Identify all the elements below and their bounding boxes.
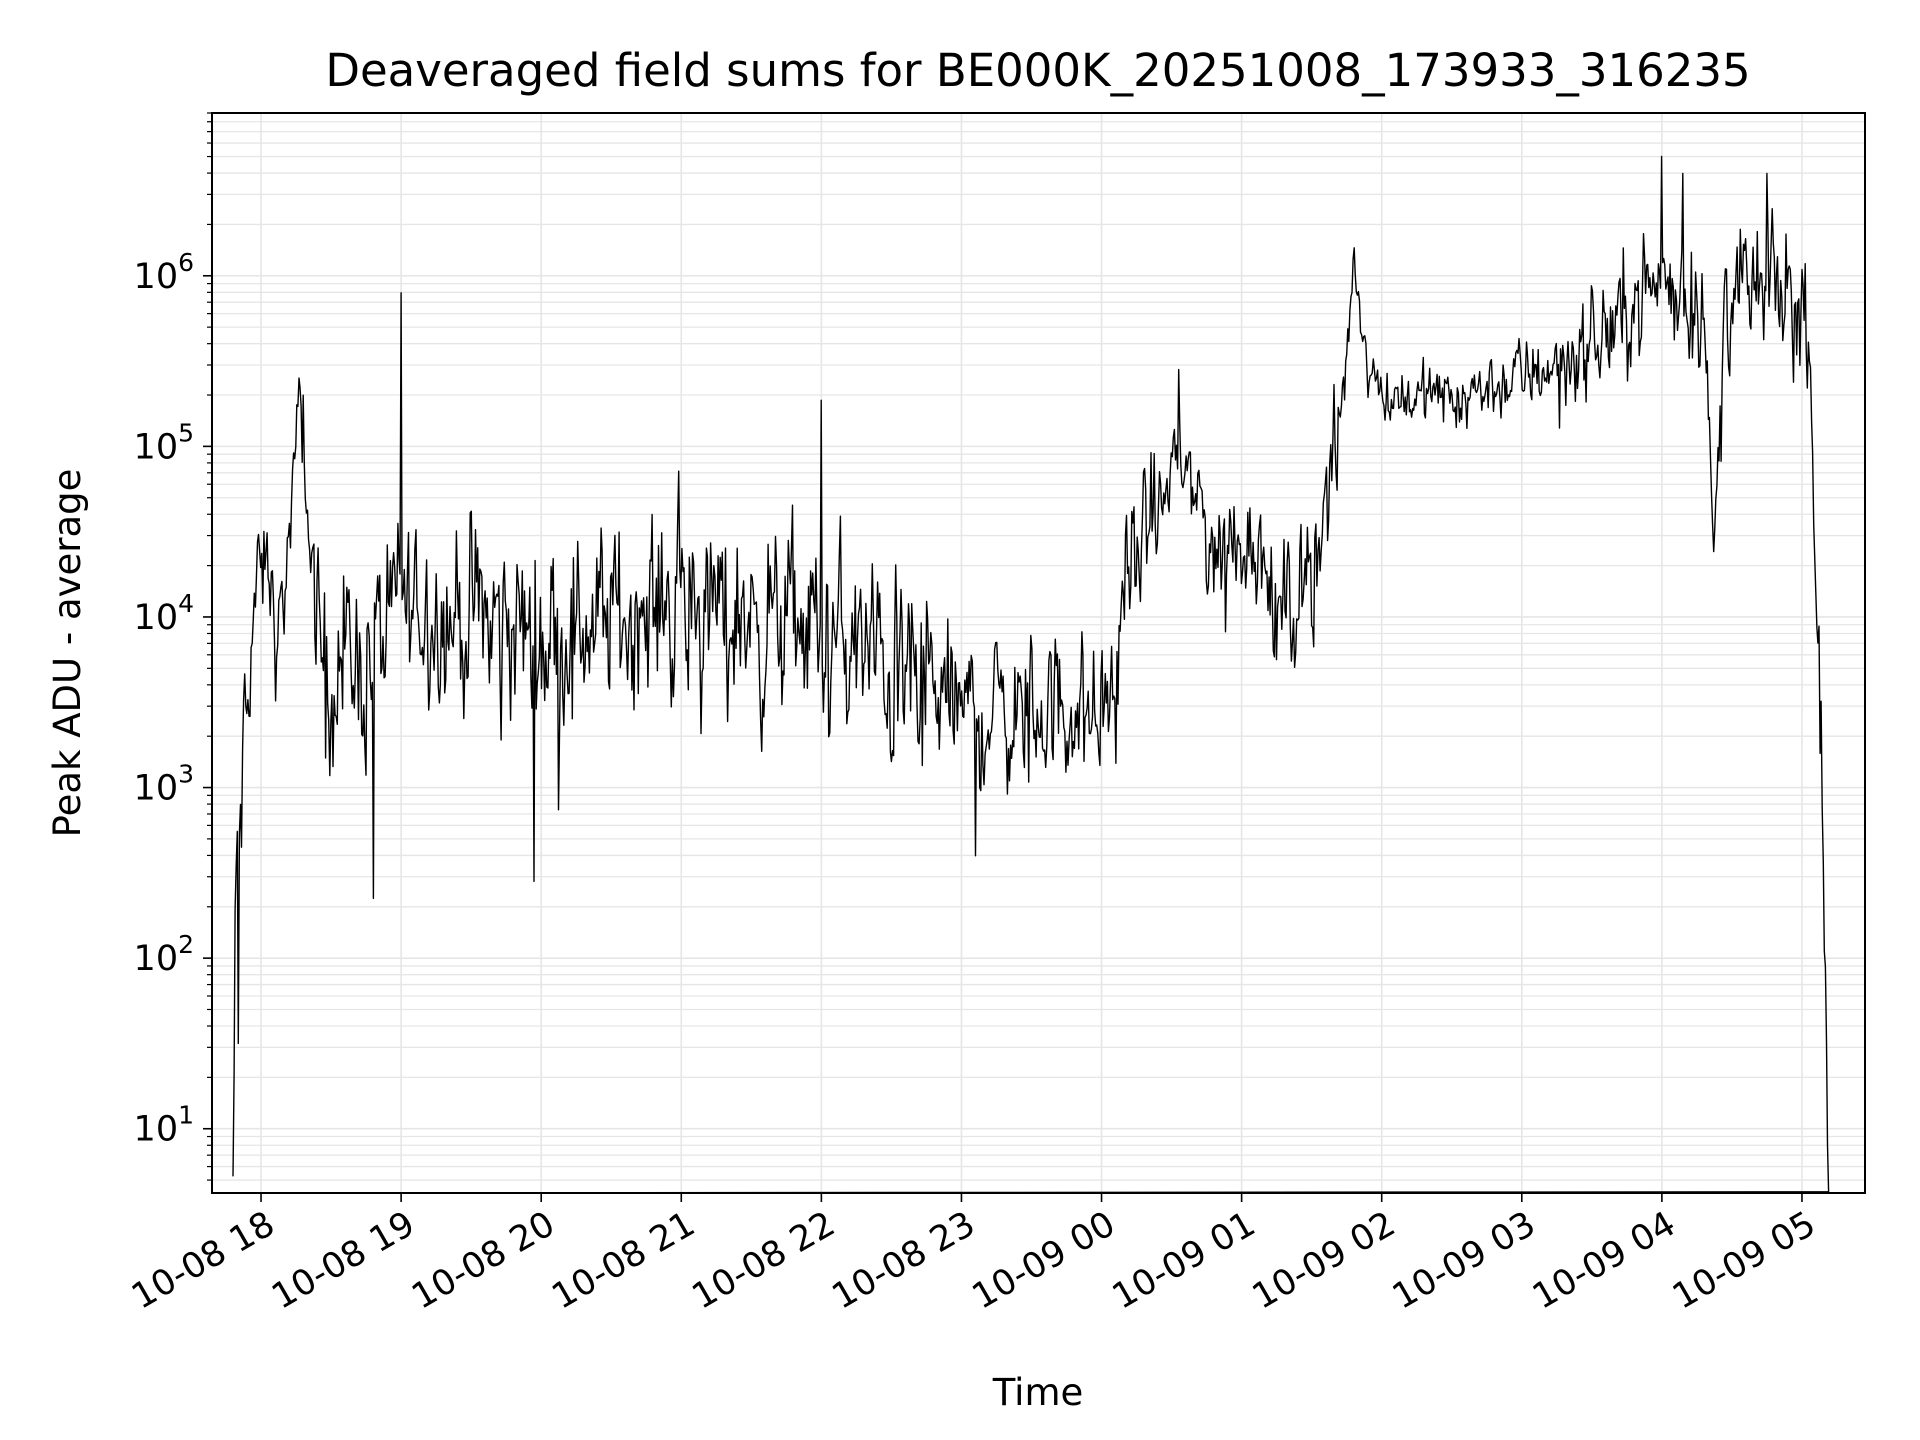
major-grid xyxy=(212,113,1865,1193)
data-series-line xyxy=(232,155,1830,1193)
y-axis: 101 102 103 104 105 106 xyxy=(134,112,212,1181)
plot-frame xyxy=(211,112,1866,1194)
x-axis-title: Time xyxy=(992,1371,1084,1414)
y-tick-label: 106 xyxy=(134,248,194,297)
plot-area xyxy=(232,155,1830,1193)
y-tick-label: 104 xyxy=(134,589,194,638)
minor-grid xyxy=(212,112,1865,1181)
y-tick-label: 105 xyxy=(134,418,194,467)
y-tick-label: 103 xyxy=(134,760,194,809)
y-tick-label: 101 xyxy=(134,1101,194,1150)
chart-title: Deaveraged field sums for BE000K_2025100… xyxy=(325,44,1750,97)
y-axis-title: Peak ADU - average xyxy=(46,469,89,838)
y-tick-label: 102 xyxy=(134,930,194,979)
